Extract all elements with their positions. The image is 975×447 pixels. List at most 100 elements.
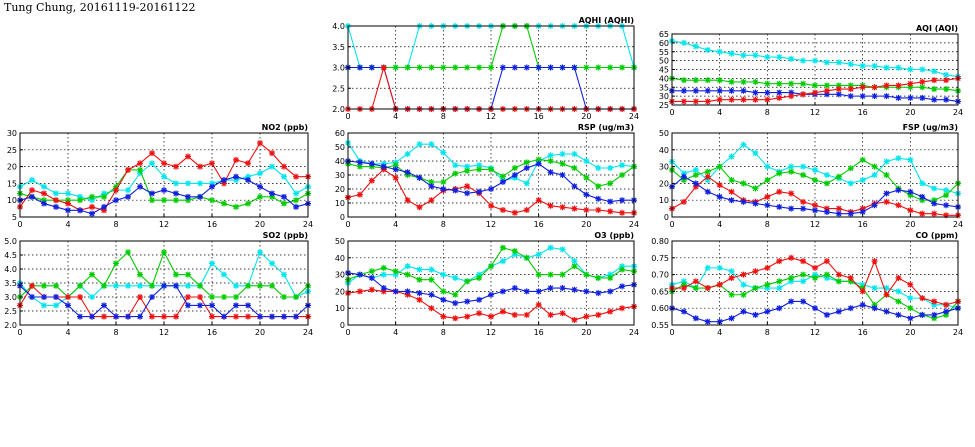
data-point bbox=[607, 308, 614, 315]
data-point bbox=[547, 64, 554, 71]
data-point bbox=[511, 311, 518, 318]
data-point bbox=[209, 294, 215, 300]
data-point bbox=[871, 93, 878, 100]
data-point bbox=[125, 187, 131, 194]
data-point bbox=[523, 180, 530, 187]
data-point bbox=[619, 197, 626, 204]
x-tick-label: 0 bbox=[345, 220, 350, 229]
x-tick-label: 0 bbox=[669, 108, 674, 117]
x-tick-label: 24 bbox=[303, 328, 313, 337]
data-point bbox=[416, 290, 423, 297]
data-point bbox=[823, 274, 830, 281]
data-point bbox=[559, 172, 566, 178]
data-point bbox=[269, 193, 275, 200]
data-point bbox=[113, 187, 119, 194]
data-point bbox=[185, 193, 191, 200]
data-point bbox=[692, 172, 699, 178]
data-point bbox=[245, 177, 251, 184]
chart-co: 0 4 8 12 16 20 24 0.55 0.60 0.65 0.70 0.75 0.80 CO (p… bbox=[651, 231, 963, 337]
y-tick-label: 0 bbox=[340, 321, 345, 330]
data-point bbox=[728, 50, 735, 57]
data-point bbox=[812, 177, 818, 184]
data-point bbox=[368, 274, 375, 281]
data-point bbox=[440, 186, 447, 192]
data-point bbox=[499, 173, 506, 180]
data-point bbox=[859, 205, 866, 212]
y-tick-label: 2.5 bbox=[332, 84, 345, 93]
data-point bbox=[823, 205, 830, 212]
x-tick-label: 12 bbox=[159, 328, 169, 337]
data-point bbox=[728, 96, 735, 103]
data-point bbox=[847, 180, 854, 187]
data-point bbox=[871, 163, 878, 170]
data-point bbox=[931, 200, 938, 207]
data-point bbox=[89, 294, 95, 300]
data-point bbox=[752, 185, 759, 192]
y-tick-label: 0.80 bbox=[651, 237, 669, 246]
x-tick-label: 24 bbox=[629, 112, 639, 121]
data-point bbox=[257, 170, 263, 177]
data-point bbox=[476, 166, 483, 173]
y-tick-label: 0 bbox=[664, 213, 669, 222]
data-point bbox=[895, 274, 902, 281]
data-point bbox=[823, 271, 830, 278]
data-point bbox=[871, 62, 878, 69]
data-point bbox=[883, 285, 890, 292]
data-point bbox=[680, 177, 687, 184]
data-point bbox=[257, 249, 263, 256]
data-point bbox=[356, 159, 363, 166]
data-point bbox=[559, 246, 566, 253]
data-point bbox=[823, 59, 830, 66]
x-tick-label: 4 bbox=[65, 328, 70, 337]
series-line-blue bbox=[671, 300, 959, 323]
y-tick-label: 4.5 bbox=[4, 251, 17, 260]
data-point bbox=[571, 151, 578, 157]
y-tick-label: 10 bbox=[659, 196, 669, 205]
data-point bbox=[740, 141, 747, 148]
data-point bbox=[823, 258, 830, 265]
chart-title-aqhi: AQHI (AQHI) bbox=[579, 16, 634, 25]
data-point bbox=[800, 80, 807, 87]
data-point bbox=[595, 311, 602, 318]
data-point bbox=[440, 64, 447, 71]
data-point bbox=[245, 200, 251, 207]
data-point bbox=[185, 180, 191, 187]
data-point bbox=[535, 301, 542, 308]
data-point bbox=[740, 87, 747, 94]
x-tick-label: 8 bbox=[441, 220, 446, 229]
data-point bbox=[764, 89, 771, 96]
data-point bbox=[221, 177, 227, 184]
data-point bbox=[752, 78, 759, 85]
data-point bbox=[77, 197, 83, 204]
data-point bbox=[523, 288, 530, 295]
data-point bbox=[125, 166, 131, 173]
data-point bbox=[859, 156, 866, 163]
x-tick-label: 20 bbox=[905, 108, 915, 117]
data-point bbox=[919, 311, 926, 318]
data-point bbox=[149, 313, 155, 320]
chart-o3: 0 4 8 12 16 20 24 0 10 20 30 40 50 O3 (ppb) bbox=[335, 231, 639, 337]
data-point bbox=[416, 296, 423, 303]
y-tick-label: 4.0 bbox=[4, 265, 17, 274]
data-point bbox=[571, 316, 578, 323]
data-point bbox=[859, 281, 866, 288]
x-tick-label: 24 bbox=[953, 108, 963, 117]
data-point bbox=[895, 288, 902, 295]
data-point bbox=[595, 183, 602, 190]
data-point bbox=[452, 64, 459, 71]
data-point bbox=[907, 80, 914, 87]
data-point bbox=[547, 244, 554, 251]
data-point bbox=[728, 78, 735, 85]
data-point bbox=[595, 290, 602, 297]
data-point bbox=[883, 82, 890, 89]
data-point bbox=[499, 258, 506, 265]
data-point bbox=[931, 77, 938, 84]
y-tick-label: 0.60 bbox=[651, 304, 669, 313]
data-point bbox=[571, 286, 578, 293]
data-point bbox=[452, 291, 459, 298]
data-point bbox=[293, 190, 299, 197]
data-point bbox=[595, 64, 602, 71]
y-tick-label: 55 bbox=[659, 48, 669, 57]
x-tick-label: 12 bbox=[486, 220, 496, 229]
